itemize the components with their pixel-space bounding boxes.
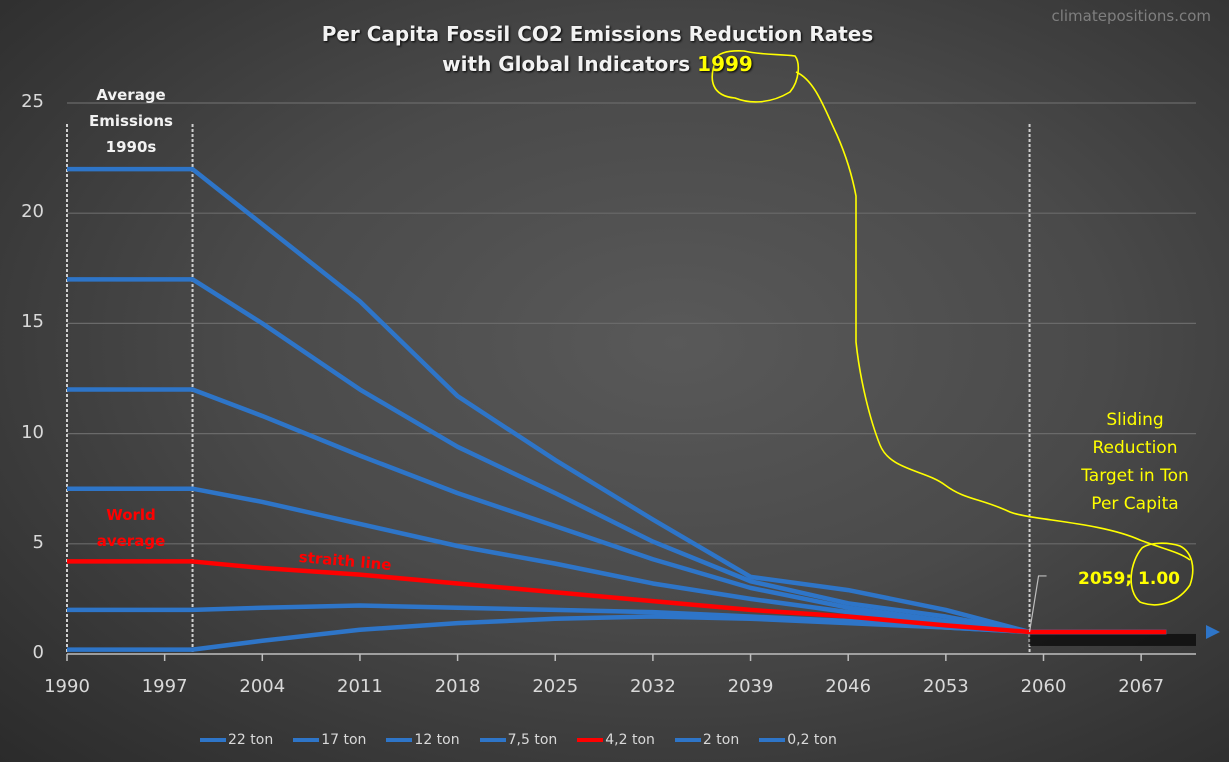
yellow-circle-target (1130, 542, 1194, 606)
legend-item: 22 ton (200, 732, 273, 748)
ann-line: 1990s (105, 138, 157, 156)
series-lines (67, 166, 1220, 652)
legend-item: 2 ton (674, 732, 740, 748)
y-tick-label: 5 (32, 531, 44, 553)
average-emissions-label: Average Emissions 1990s (70, 82, 192, 160)
title-text: with Global Indicators (442, 52, 691, 76)
x-tick-label: 2053 (922, 676, 969, 697)
legend-item: 4,2 ton (577, 732, 655, 748)
x-tick-label: 2039 (727, 676, 774, 697)
right-arrow-icon (1206, 624, 1220, 639)
legend-swatch (674, 738, 701, 742)
title-year: 1999 (697, 52, 753, 76)
legend-swatch (479, 738, 506, 742)
legend-item: 12 ton (386, 732, 460, 748)
series-line-4-2-ton (67, 559, 1167, 635)
target-shadow (1029, 633, 1196, 646)
series-line-0-2-ton (67, 614, 1167, 652)
x-tick-label: 2018 (434, 676, 481, 697)
x-tick-label: 2067 (1118, 676, 1165, 697)
ann-line: Target in Ton (1081, 466, 1189, 486)
chart-title-line2: with Global Indicators 1999 (0, 52, 1195, 76)
x-tick-label: 2046 (825, 676, 872, 697)
ann-line: Per Capita (1091, 494, 1179, 514)
grid-lines (67, 102, 1196, 545)
legend-swatch (386, 738, 413, 742)
legend-swatch (293, 738, 320, 742)
legend-label: 0,2 ton (787, 732, 837, 748)
ann-line: Average (96, 86, 166, 104)
watermark: climatepositions.com (1051, 7, 1211, 25)
legend-label: 12 ton (414, 732, 460, 748)
legend-swatch (200, 738, 226, 742)
legend-label: 7,5 ton (507, 732, 558, 748)
y-tick-label: 15 (21, 311, 44, 333)
x-axis (66, 653, 1196, 661)
y-tick-label: 10 (21, 421, 44, 443)
x-tick-label: 1990 (44, 676, 90, 697)
legend-label: 2 ton (702, 732, 740, 748)
x-tick-label: 1997 (141, 676, 188, 697)
target-data-label: 2059; 1.00 (1078, 569, 1180, 589)
legend-label: 4,2 ton (605, 732, 655, 748)
yellow-circle-year (711, 50, 800, 103)
y-tick-label: 20 (21, 201, 44, 223)
y-tick-label: 0 (32, 642, 44, 663)
x-tick-label: 2011 (337, 676, 383, 697)
ann-line: Reduction (1092, 438, 1178, 458)
x-tick-label: 2032 (629, 676, 676, 697)
legend-label: 22 ton (228, 732, 274, 748)
chart-title-line1: Per Capita Fossil CO2 Emissions Reductio… (321, 22, 874, 46)
world-average-label: World average (80, 502, 182, 554)
legend-swatch (577, 738, 604, 742)
series-line-17-ton (67, 277, 1167, 635)
legend-swatch (759, 738, 786, 742)
data-label-leader (1028, 575, 1047, 633)
ann-line: average (96, 532, 166, 550)
series-line-22-ton (67, 166, 1167, 635)
ann-line: Emissions (89, 112, 173, 130)
legend-item: 17 ton (293, 732, 366, 748)
legend-label: 17 ton (321, 732, 367, 748)
ann-line: Sliding (1106, 410, 1164, 430)
x-tick-label: 2025 (532, 676, 579, 697)
legend: 22 ton 17 ton 12 ton 7,5 ton 4,2 ton 2 ton 0,2… (200, 732, 837, 748)
yellow-connector-line (795, 71, 1191, 561)
legend-item: 0,2 ton (759, 732, 837, 748)
ann-line: World (106, 506, 156, 524)
sliding-target-label: Sliding Reduction Target in Ton Per Capi… (1060, 406, 1210, 518)
legend-item: 7,5 ton (479, 732, 558, 748)
y-tick-label: 25 (21, 91, 44, 112)
x-tick-label: 2060 (1020, 676, 1067, 697)
x-tick-label: 2004 (239, 676, 286, 697)
yellow-annotation-marks (711, 50, 1194, 606)
